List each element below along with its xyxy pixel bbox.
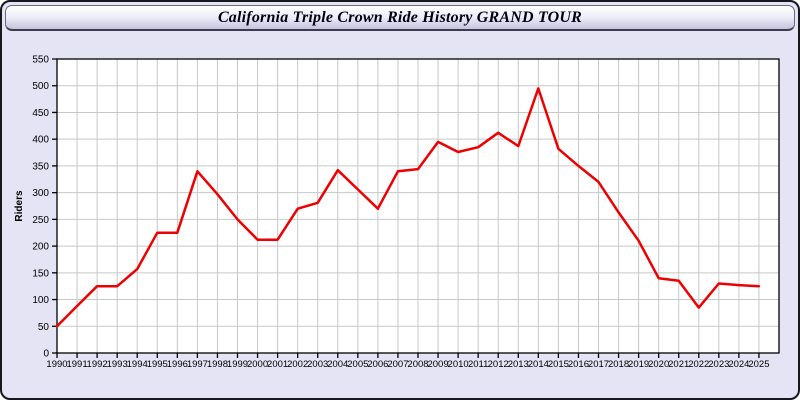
x-tick-label: 2011 [468,359,488,370]
x-tick-label: 2007 [387,359,408,370]
x-tick-label: 1996 [167,359,188,370]
y-tick-label: 350 [32,161,49,172]
x-tick-label: 2006 [367,359,388,370]
x-tick-label: 2020 [648,359,669,370]
x-tick-label: 2010 [448,359,469,370]
x-tick-label: 2023 [708,359,729,370]
y-tick-label: 100 [32,295,49,306]
riders-series-line [55,87,761,328]
x-tick-label: 2001 [267,359,288,370]
x-tick-label: 2017 [588,359,609,370]
x-tick-label: 2018 [608,359,629,370]
x-tick-label: 2024 [728,359,749,370]
x-tick-label: 2014 [528,359,549,370]
x-tick-label: 2012 [488,359,509,370]
y-tick-label: 0 [43,349,49,360]
x-tick-label: 1991 [66,359,87,370]
ride-history-line-chart: 1990199119921993199419951996199719981999… [14,55,780,370]
y-tick-label: 300 [32,188,49,199]
y-tick-label: 450 [32,108,49,119]
x-tick-label: 2016 [568,359,589,370]
y-tick-label: 200 [32,242,49,253]
x-tick-label: 1995 [147,359,168,370]
x-tick-label: 1997 [187,359,208,370]
x-tick-label: 2025 [748,359,769,370]
y-tick-label: 500 [32,81,49,92]
x-tick-label: 2002 [287,359,308,370]
x-tick-label: 1992 [87,359,108,370]
x-tick-label: 1994 [127,359,148,370]
chart-region: 1990 1991 1992 1993 1994 1995 1996 1997 1998 1999… [2,32,798,398]
x-tick-label: 1990 [46,359,67,370]
y-axis-title: Riders [14,190,25,222]
x-tick-label: 2003 [307,359,328,370]
x-tick-label: 2000 [247,359,268,370]
x-tick-label: 2021 [668,359,689,370]
y-tick-label: 150 [32,268,49,279]
x-tick-label: 2015 [548,359,569,370]
title-bar: California Triple Crown Ride History GRA… [5,5,795,31]
page-title: California Triple Crown Ride History GRA… [217,8,583,26]
x-tick-label: 2005 [347,359,368,370]
x-tick-label: 2004 [327,359,348,370]
x-tick-label: 1999 [227,359,248,370]
x-tick-label: 1998 [207,359,228,370]
x-tick-label: 2022 [688,359,709,370]
y-tick-label: 400 [32,135,49,146]
x-tick-label: 1993 [107,359,128,370]
x-tick-label: 2008 [407,359,428,370]
y-tick-label: 50 [38,322,50,333]
y-tick-label: 250 [32,215,49,226]
x-tick-label: 2009 [427,359,448,370]
y-tick-label: 550 [32,55,49,66]
x-tick-label: 2019 [628,359,649,370]
x-tick-label: 2013 [508,359,529,370]
